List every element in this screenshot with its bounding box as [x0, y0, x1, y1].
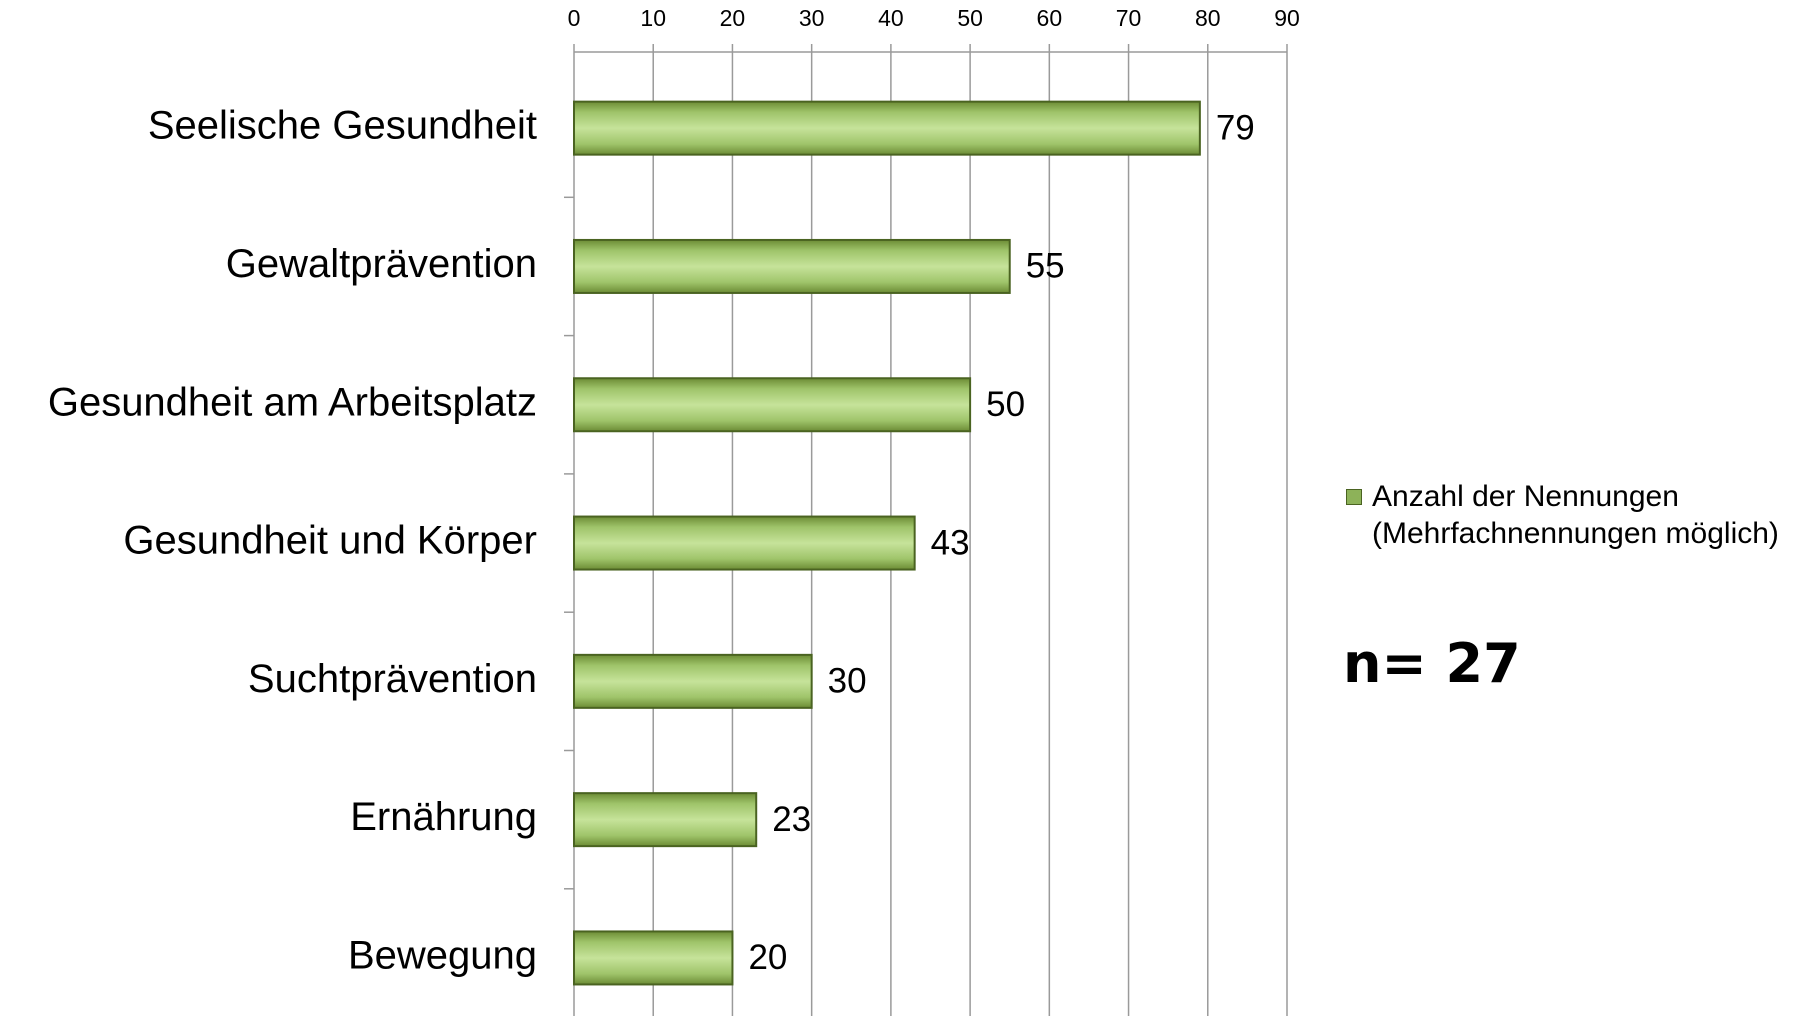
bar: [573, 100, 1201, 156]
annotation: n= 27: [1343, 632, 1521, 695]
value-label: 20: [748, 938, 787, 977]
bar: [573, 238, 1011, 294]
y-tick-label: Seelische Gesundheit: [148, 104, 537, 148]
x-tick-label: 40: [878, 5, 904, 31]
x-tick-label: 90: [1274, 5, 1300, 31]
y-tick-label: Gesundheit am Arbeitsplatz: [48, 380, 537, 424]
bar: [573, 792, 758, 848]
bar: [573, 515, 916, 571]
value-label: 23: [772, 800, 811, 839]
bar: [573, 377, 972, 433]
value-label: 43: [931, 523, 970, 562]
y-tick-label: Suchtprävention: [248, 657, 537, 701]
value-label: 50: [986, 385, 1025, 424]
legend: Anzahl der Nennungen (Mehrfachnennungen …: [1346, 478, 1806, 552]
bar: [573, 653, 813, 709]
x-tick-label: 30: [799, 5, 825, 31]
x-tick-label: 70: [1116, 5, 1142, 31]
value-label: 30: [828, 662, 867, 701]
x-tick-label: 10: [640, 5, 666, 31]
x-tick-label: 50: [957, 5, 983, 31]
x-tick-label: 20: [720, 5, 746, 31]
y-tick-label: Ernährung: [350, 795, 537, 839]
value-label: 55: [1026, 247, 1065, 286]
y-tick-label: Bewegung: [348, 934, 537, 978]
x-tick-label: 0: [568, 5, 581, 31]
bar: [573, 930, 734, 986]
value-label: 79: [1216, 108, 1255, 147]
y-tick-label: Gewaltprävention: [226, 242, 537, 286]
legend-label: Anzahl der Nennungen (Mehrfachnennungen …: [1372, 480, 1779, 550]
y-tick-label: Gesundheit und Körper: [123, 519, 537, 563]
x-tick-label: 60: [1037, 5, 1063, 31]
legend-swatch: [1346, 489, 1362, 505]
x-tick-label: 80: [1195, 5, 1221, 31]
